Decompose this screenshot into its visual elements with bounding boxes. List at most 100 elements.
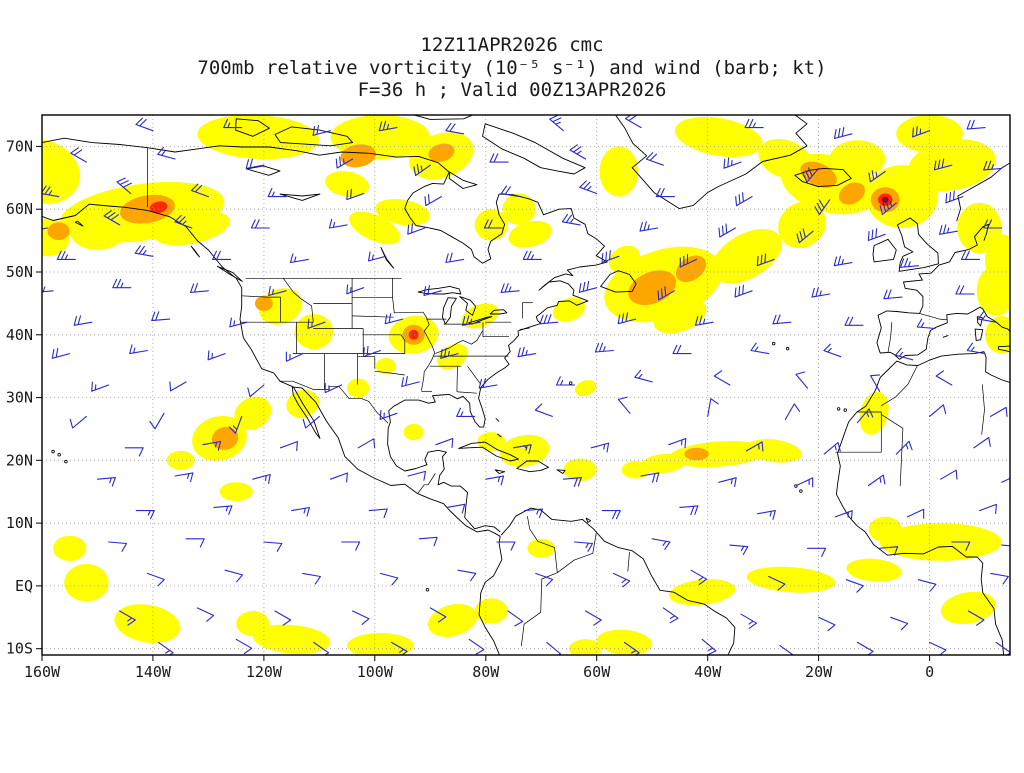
vorticity-region xyxy=(563,458,597,482)
wind-barb xyxy=(357,438,376,449)
vorticity-region xyxy=(211,426,239,450)
lon-tick-label: 80W xyxy=(472,663,500,681)
wind-barb xyxy=(883,289,903,300)
wind-barb xyxy=(362,345,381,358)
border-line xyxy=(456,366,477,394)
wind-barb xyxy=(146,572,165,587)
wind-barb xyxy=(906,508,925,519)
coastline xyxy=(495,417,500,422)
wind-barb xyxy=(522,250,542,260)
wind-barb xyxy=(833,127,853,140)
wind-barb xyxy=(151,311,171,322)
wind-barb xyxy=(856,408,874,424)
wind-barb xyxy=(267,187,287,198)
vorticity-region xyxy=(294,314,334,350)
lon-tick-label: 60W xyxy=(583,663,611,681)
coastline xyxy=(74,220,84,227)
island-dot xyxy=(57,453,61,457)
wind-barb xyxy=(457,569,477,582)
chart-title-line3: F=36 h ; Valid 00Z13APR2026 xyxy=(358,79,667,101)
lon-tick-label: 120W xyxy=(246,663,283,681)
wind-barb xyxy=(379,409,398,420)
wind-barb xyxy=(424,194,442,207)
vorticity-region xyxy=(508,220,552,248)
wind-barb xyxy=(951,541,971,551)
coastline xyxy=(896,217,939,272)
coastline xyxy=(794,167,852,188)
wind-barb xyxy=(645,152,664,166)
wind-barb xyxy=(329,472,348,483)
vorticity-region xyxy=(838,182,865,205)
lat-tick-label: 30N xyxy=(6,389,33,407)
wind-barb xyxy=(229,317,248,328)
lat-tick-label: 70N xyxy=(6,137,33,155)
wind-barb xyxy=(845,579,864,593)
wind-barb xyxy=(413,163,431,177)
lat-tick-label: 60N xyxy=(6,200,33,218)
vorticity-region xyxy=(746,439,802,463)
wind-barb xyxy=(623,641,640,655)
wind-barb xyxy=(966,119,986,130)
wind-barb xyxy=(189,283,209,293)
wind-barb xyxy=(390,641,408,655)
wind-barb xyxy=(833,255,853,267)
vorticity-region xyxy=(879,523,1002,561)
wind-barb xyxy=(945,190,964,204)
wind-barb xyxy=(768,575,786,591)
vorticity-region xyxy=(976,265,1010,316)
wind-barb xyxy=(313,641,330,655)
vorticity-region xyxy=(746,566,836,593)
wind-barb xyxy=(818,616,836,632)
border-line xyxy=(981,384,985,435)
vorticity-region xyxy=(375,198,430,226)
chart-title-line2: 700mb relative vorticity (10⁻⁵ s⁻¹) and … xyxy=(197,57,826,79)
coastline xyxy=(274,126,354,147)
vorticity-region xyxy=(653,298,707,334)
wind-barb xyxy=(51,347,71,359)
wind-barb xyxy=(990,572,1009,585)
vorticity-region xyxy=(166,450,195,470)
wind-barb xyxy=(735,192,753,207)
vorticity-region xyxy=(758,138,813,180)
wind-barb xyxy=(750,342,770,355)
wind-barb xyxy=(429,607,447,623)
lon-tick-label: 160W xyxy=(24,663,61,681)
border-line xyxy=(919,313,948,321)
wind-barb xyxy=(784,403,801,421)
lat-tick-label: 10N xyxy=(6,514,33,532)
wind-barb xyxy=(823,441,841,455)
vorticity-region xyxy=(846,558,902,582)
wind-barb xyxy=(734,284,753,298)
wind-barb xyxy=(401,376,420,388)
coastline xyxy=(442,297,457,325)
wind-barb xyxy=(302,415,320,429)
coastline xyxy=(489,309,508,315)
wind-barb xyxy=(967,610,985,626)
vorticity-region xyxy=(711,229,782,284)
wind-barb xyxy=(500,283,520,293)
coastline xyxy=(482,123,586,175)
wind-barb xyxy=(103,210,121,226)
coastline xyxy=(42,137,608,533)
wind-barb xyxy=(939,224,958,235)
wind-barb xyxy=(740,613,758,629)
vorticity-region xyxy=(197,115,320,160)
wind-barb xyxy=(723,157,742,169)
border-line xyxy=(374,370,405,376)
wind-barb xyxy=(590,442,610,453)
border-line xyxy=(352,315,394,318)
coastline xyxy=(448,171,478,189)
vorticity-region xyxy=(474,598,508,624)
border-line xyxy=(357,356,376,369)
island-dot xyxy=(425,588,430,592)
coastline xyxy=(279,193,321,201)
coastline xyxy=(600,270,637,293)
wind-barb xyxy=(983,219,1003,229)
vorticity-region xyxy=(599,146,639,197)
wind-barb xyxy=(639,221,659,232)
wind-barb xyxy=(617,312,637,325)
chart-title-line1: 12Z11APR2026 cmc xyxy=(420,34,603,56)
wind-barb xyxy=(250,219,270,229)
wind-barb xyxy=(977,311,997,323)
